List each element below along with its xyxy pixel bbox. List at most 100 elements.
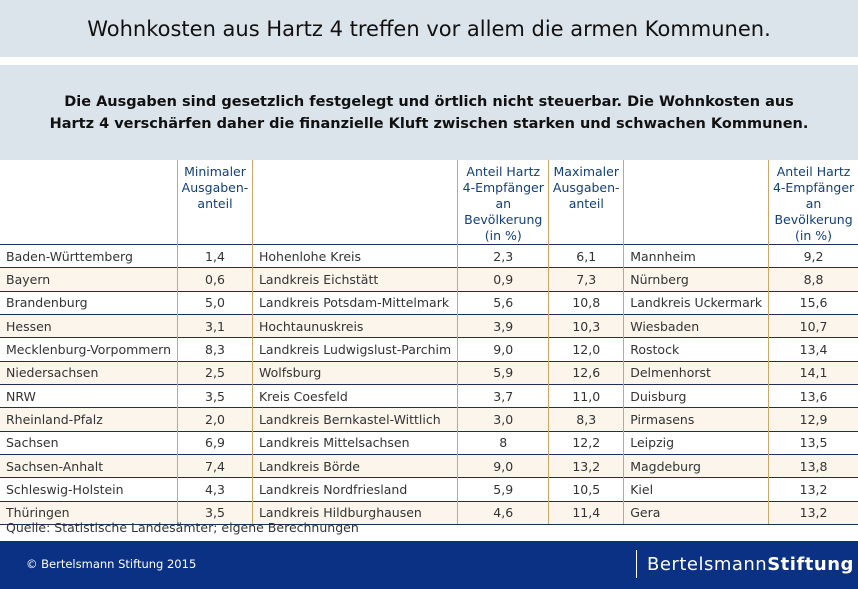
- table-cell: 4,3: [177, 477, 253, 502]
- table-cell: 11,0: [548, 383, 624, 408]
- table-cell: 3,1: [177, 313, 253, 338]
- table-cell: Schleswig-Holstein: [0, 477, 178, 502]
- table-cell: Landkreis Hildburghausen: [251, 500, 458, 525]
- table-row: Sachsen 6,9 Landkreis Mittelsachsen 8 12,2 Le…: [0, 430, 858, 455]
- table-cell: 8,3: [548, 407, 624, 432]
- source-note: Quelle: Statistische Landesämter; eigene…: [6, 520, 359, 535]
- table-cell: 9,0: [457, 453, 549, 478]
- column-header: [623, 160, 769, 245]
- table-row: Baden-Württemberg 1,4 Hohenlohe Kreis 2,3 6,…: [0, 243, 858, 268]
- table-cell: 14,1: [768, 360, 858, 385]
- table-cell: 13,5: [768, 430, 858, 455]
- table-cell: Pirmasens: [623, 407, 769, 432]
- data-table: Minimaler Ausgaben-anteil Anteil Hartz 4-…: [0, 160, 858, 525]
- table-cell: Landkreis Mittelsachsen: [251, 430, 458, 455]
- table-cell: 13,4: [768, 337, 858, 362]
- table-row: Brandenburg 5,0 Landkreis Potsdam-Mittelma…: [0, 290, 858, 315]
- logo-text-light: Bertelsmann: [647, 554, 768, 575]
- table-cell: Delmenhorst: [623, 360, 769, 385]
- table-row: Mecklenburg-Vorpommern 8,3 Landkreis Ludwi…: [0, 337, 858, 362]
- table-cell: 2,3: [457, 243, 549, 268]
- table-cell: 0,9: [457, 267, 549, 292]
- table-cell: 10,5: [548, 477, 624, 502]
- table-cell: 5,6: [457, 290, 549, 315]
- table-cell: Landkreis Potsdam-Mittelmark: [251, 290, 458, 315]
- table-cell: Wolfsburg: [251, 360, 458, 385]
- table-cell: 9,2: [768, 243, 858, 268]
- table-row: Niedersachsen 2,5 Wolfsburg 5,9 12,6 Delmenho…: [0, 360, 858, 385]
- table-cell: Hessen: [0, 313, 178, 338]
- table-cell: Landkreis Ludwigslust-Parchim: [251, 337, 458, 362]
- table-cell: 10,8: [548, 290, 624, 315]
- table-cell: 10,7: [768, 313, 858, 338]
- table-cell: 0,6: [177, 267, 253, 292]
- table-cell: Duisburg: [623, 383, 769, 408]
- table-cell: 3,0: [457, 407, 549, 432]
- table-cell: 5,0: [177, 290, 253, 315]
- table-cell: 3,5: [177, 500, 253, 525]
- table-cell: 5,9: [457, 360, 549, 385]
- table-cell: Thüringen: [0, 500, 178, 525]
- copyright: © Bertelsmann Stiftung 2015: [26, 557, 197, 571]
- column-header: Anteil Hartz 4-Empfänger an Bevölkerung …: [768, 160, 858, 245]
- footer: © Bertelsmann Stiftung 2015 BertelsmannS…: [0, 541, 858, 589]
- table-cell: 6,9: [177, 430, 253, 455]
- table-cell: 4,6: [457, 500, 549, 525]
- table-cell: 3,7: [457, 383, 549, 408]
- table-cell: 2,0: [177, 407, 253, 432]
- table-cell: 2,5: [177, 360, 253, 385]
- table-cell: 9,0: [457, 337, 549, 362]
- table-cell: Mecklenburg-Vorpommern: [0, 337, 178, 362]
- table-cell: Wiesbaden: [623, 313, 769, 338]
- column-header: Minimaler Ausgaben-anteil: [177, 160, 253, 245]
- table-cell: NRW: [0, 383, 178, 408]
- table-cell: 15,6: [768, 290, 858, 315]
- column-header: Anteil Hartz 4-Empfänger an Bevölkerung …: [457, 160, 549, 245]
- table-cell: Hohenlohe Kreis: [251, 243, 458, 268]
- bertelsmann-logo: BertelsmannStiftung: [636, 550, 854, 578]
- table-cell: Kreis Coesfeld: [251, 383, 458, 408]
- table-row: Schleswig-Holstein 4,3 Landkreis Nordfries…: [0, 477, 858, 502]
- table-row: NRW 3,5 Kreis Coesfeld 3,7 11,0 Duisburg 13,6: [0, 383, 858, 408]
- table-cell: 13,2: [768, 477, 858, 502]
- table-cell: 10,3: [548, 313, 624, 338]
- table-cell: Sachsen: [0, 430, 178, 455]
- table-cell: Brandenburg: [0, 290, 178, 315]
- table-cell: 13,2: [768, 500, 858, 525]
- column-header: [251, 160, 458, 245]
- table-cell: 6,1: [548, 243, 624, 268]
- table-cell: 8,8: [768, 267, 858, 292]
- table-cell: Hochtaunuskreis: [251, 313, 458, 338]
- table-cell: 13,6: [768, 383, 858, 408]
- table-cell: Bayern: [0, 267, 178, 292]
- table-row: Sachsen-Anhalt 7,4 Landkreis Börde 9,0 13,2 M…: [0, 453, 858, 478]
- table-row: Rheinland-Pfalz 2,0 Landkreis Bernkastel-W…: [0, 407, 858, 432]
- column-header: [0, 160, 178, 245]
- table-cell: 8,3: [177, 337, 253, 362]
- table-row: Bayern 0,6 Landkreis Eichstätt 0,9 7,3 Nürnbe…: [0, 267, 858, 292]
- table-cell: Mannheim: [623, 243, 769, 268]
- table-cell: Kiel: [623, 477, 769, 502]
- table-cell: Rostock: [623, 337, 769, 362]
- table-cell: 3,9: [457, 313, 549, 338]
- table-cell: 12,6: [548, 360, 624, 385]
- table-cell: 3,5: [177, 383, 253, 408]
- table-cell: Rheinland-Pfalz: [0, 407, 178, 432]
- table-cell: 12,0: [548, 337, 624, 362]
- table-cell: 7,3: [548, 267, 624, 292]
- table-cell: Niedersachsen: [0, 360, 178, 385]
- table-cell: Leipzig: [623, 430, 769, 455]
- logo-text-bold: Stiftung: [767, 554, 854, 575]
- page-title: Wohnkosten aus Hartz 4 treffen vor allem…: [0, 0, 858, 57]
- table-cell: Landkreis Börde: [251, 453, 458, 478]
- table-cell: Magdeburg: [623, 453, 769, 478]
- table-cell: 5,9: [457, 477, 549, 502]
- table-cell: Nürnberg: [623, 267, 769, 292]
- table-cell: 11,4: [548, 500, 624, 525]
- table-cell: 7,4: [177, 453, 253, 478]
- table-cell: Landkreis Uckermark: [623, 290, 769, 315]
- subtitle: Die Ausgaben sind gesetzlich festgelegt …: [0, 65, 858, 160]
- table-row: Hessen 3,1 Hochtaunuskreis 3,9 10,3 Wiesbaden…: [0, 313, 858, 338]
- table-cell: Baden-Württemberg: [0, 243, 178, 268]
- table-cell: Gera: [623, 500, 769, 525]
